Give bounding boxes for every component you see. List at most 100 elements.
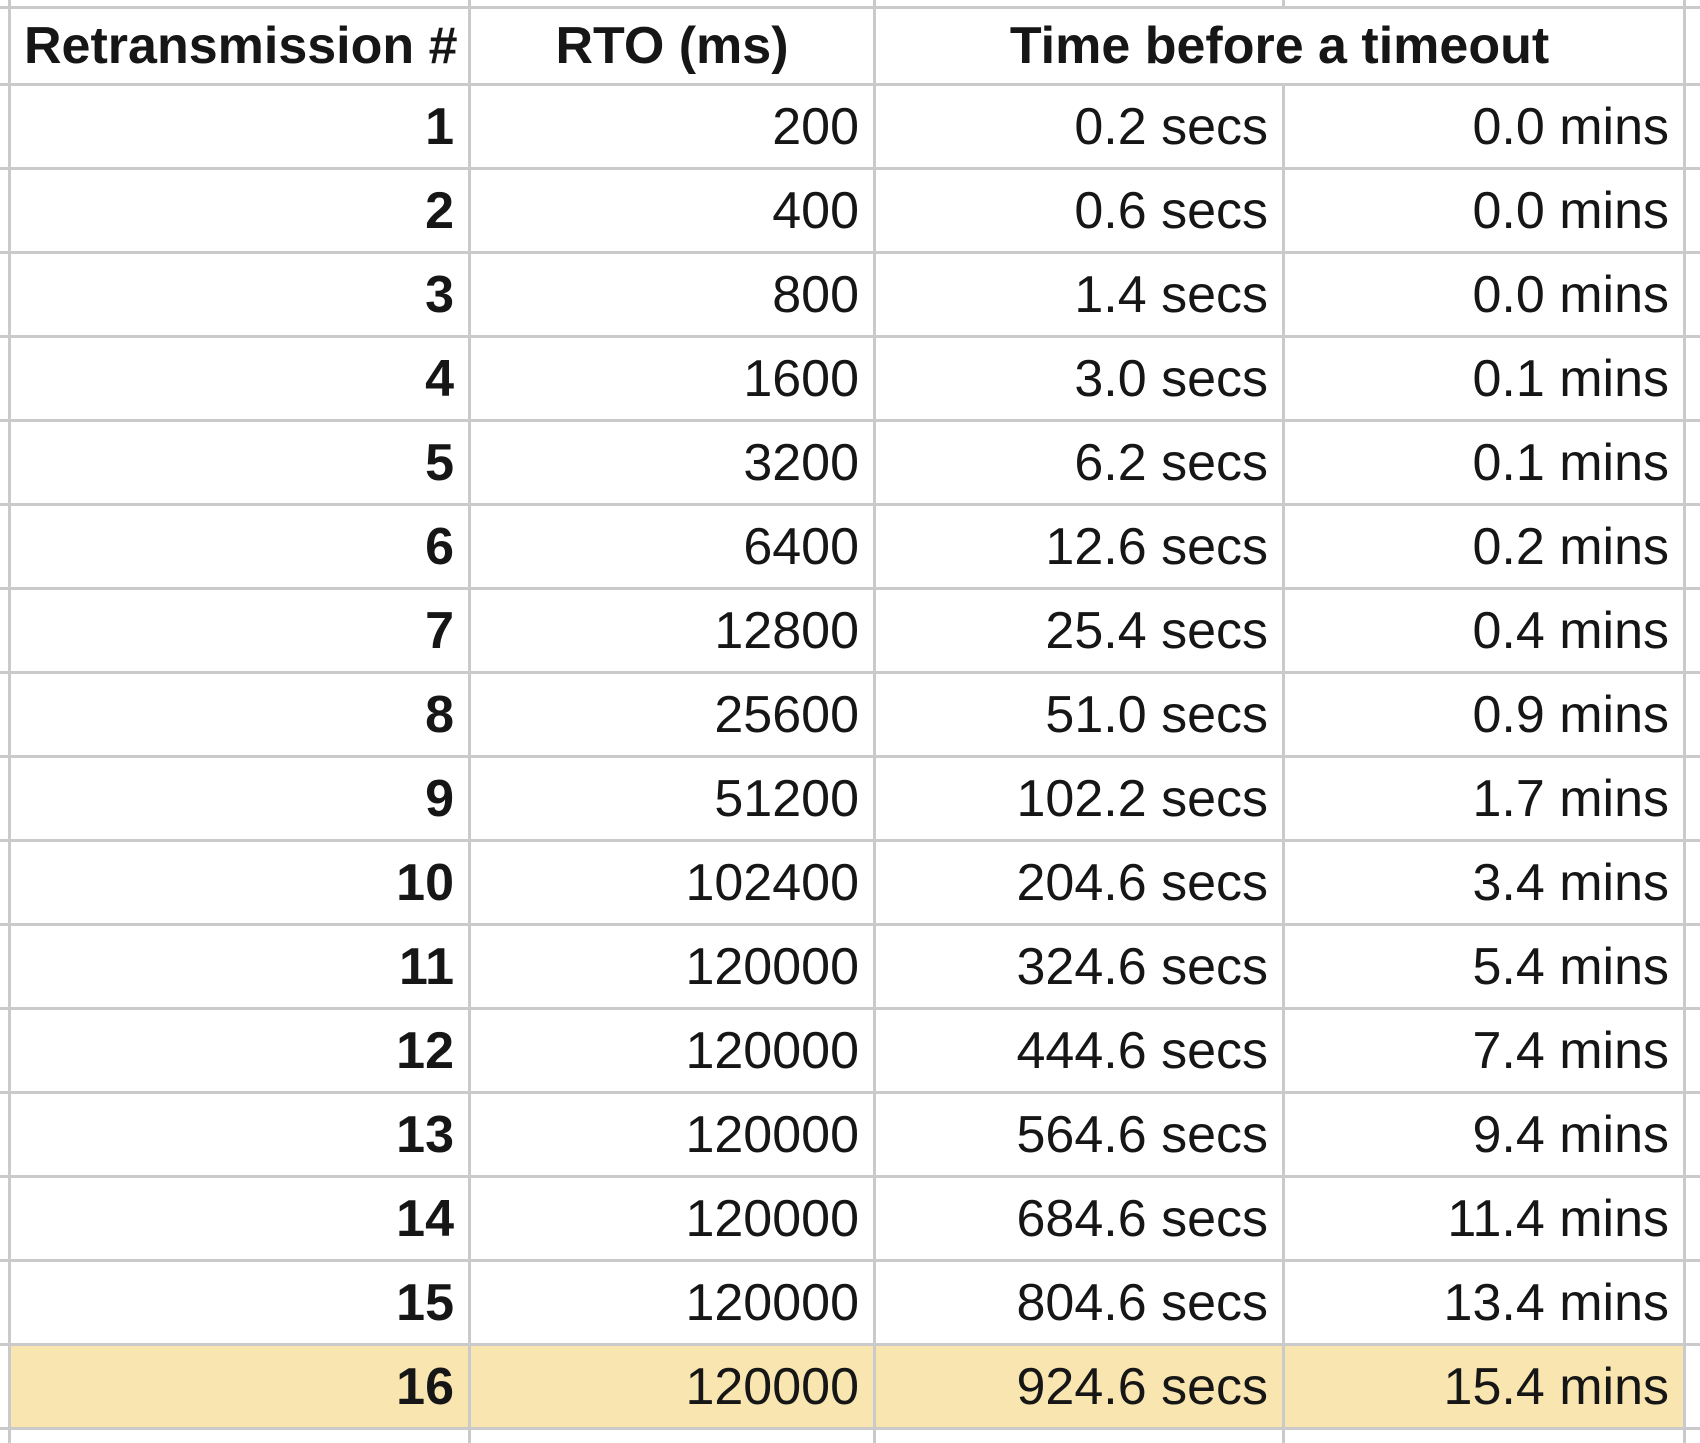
partial-cell [0,9,8,83]
cell-mins[interactable]: 0.9 mins [1285,674,1683,755]
cell-rto[interactable]: 120000 [471,1262,873,1343]
cell-retransmission-num[interactable]: 8 [11,674,468,755]
cell-retransmission-num[interactable]: 5 [11,422,468,503]
cell-mins[interactable]: 0.0 mins [1285,86,1683,167]
cell-mins[interactable]: 15.4 mins [1285,1346,1683,1427]
partial-cell [471,1430,873,1443]
cell-retransmission-num[interactable]: 12 [11,1010,468,1091]
cell-secs[interactable]: 324.6 secs [876,926,1282,1007]
cell-mins[interactable]: 1.7 mins [1285,758,1683,839]
cell-rto[interactable]: 51200 [471,758,873,839]
partial-cell [1686,758,1700,839]
partial-cell [0,86,8,167]
partial-cell [0,338,8,419]
partial-cell [11,1430,468,1443]
partial-cell [1285,0,1683,6]
partial-cell [0,1178,8,1259]
cell-rto[interactable]: 400 [471,170,873,251]
cell-secs[interactable]: 102.2 secs [876,758,1282,839]
cell-retransmission-num[interactable]: 10 [11,842,468,923]
cell-retransmission-num[interactable]: 3 [11,254,468,335]
partial-cell [1686,1178,1700,1259]
cell-retransmission-num[interactable]: 16 [11,1346,468,1427]
cell-secs[interactable]: 564.6 secs [876,1094,1282,1175]
cell-retransmission-num[interactable]: 6 [11,506,468,587]
partial-cell [11,0,468,6]
cell-secs[interactable]: 1.4 secs [876,254,1282,335]
partial-cell [0,506,8,587]
cell-rto[interactable]: 800 [471,254,873,335]
cell-secs[interactable]: 51.0 secs [876,674,1282,755]
header-rto-ms[interactable]: RTO (ms) [471,9,873,83]
cell-retransmission-num[interactable]: 11 [11,926,468,1007]
cell-secs[interactable]: 0.6 secs [876,170,1282,251]
cell-rto[interactable]: 25600 [471,674,873,755]
cell-retransmission-num[interactable]: 13 [11,1094,468,1175]
partial-cell [1686,590,1700,671]
cell-mins[interactable]: 3.4 mins [1285,842,1683,923]
partial-cell [0,1430,8,1443]
partial-cell [1686,506,1700,587]
cell-secs[interactable]: 444.6 secs [876,1010,1282,1091]
cell-rto[interactable]: 120000 [471,926,873,1007]
partial-cell [0,1010,8,1091]
cell-retransmission-num[interactable]: 2 [11,170,468,251]
cell-mins[interactable]: 0.0 mins [1285,254,1683,335]
cell-mins[interactable]: 5.4 mins [1285,926,1683,1007]
partial-cell [1686,170,1700,251]
partial-cell [0,1262,8,1343]
partial-cell [1686,86,1700,167]
partial-cell [1686,1262,1700,1343]
cell-secs[interactable]: 204.6 secs [876,842,1282,923]
cell-secs[interactable]: 3.0 secs [876,338,1282,419]
cell-secs[interactable]: 924.6 secs [876,1346,1282,1427]
cell-retransmission-num[interactable]: 4 [11,338,468,419]
cell-rto[interactable]: 3200 [471,422,873,503]
cell-secs[interactable]: 25.4 secs [876,590,1282,671]
cell-rto[interactable]: 1600 [471,338,873,419]
header-time-before-timeout[interactable]: Time before a timeout [876,9,1683,83]
partial-cell [0,842,8,923]
cell-mins[interactable]: 0.2 mins [1285,506,1683,587]
cell-secs[interactable]: 804.6 secs [876,1262,1282,1343]
partial-cell [0,422,8,503]
cell-retransmission-num[interactable]: 15 [11,1262,468,1343]
cell-mins[interactable]: 0.0 mins [1285,170,1683,251]
partial-cell [1686,422,1700,503]
cell-rto[interactable]: 120000 [471,1178,873,1259]
cell-secs[interactable]: 684.6 secs [876,1178,1282,1259]
cell-mins[interactable]: 9.4 mins [1285,1094,1683,1175]
cell-retransmission-num[interactable]: 9 [11,758,468,839]
cell-rto[interactable]: 120000 [471,1094,873,1175]
partial-cell [1686,338,1700,419]
cell-retransmission-num[interactable]: 14 [11,1178,468,1259]
cell-mins[interactable]: 13.4 mins [1285,1262,1683,1343]
cell-mins[interactable]: 0.1 mins [1285,338,1683,419]
cell-retransmission-num[interactable]: 1 [11,86,468,167]
cell-rto[interactable]: 200 [471,86,873,167]
partial-cell [1686,1010,1700,1091]
cell-rto[interactable]: 6400 [471,506,873,587]
partial-cell [0,254,8,335]
cell-mins[interactable]: 7.4 mins [1285,1010,1683,1091]
cell-secs[interactable]: 6.2 secs [876,422,1282,503]
partial-cell [1686,1346,1700,1427]
partial-cell [0,758,8,839]
partial-cell [1686,254,1700,335]
cell-rto[interactable]: 12800 [471,590,873,671]
cell-mins[interactable]: 0.4 mins [1285,590,1683,671]
cell-mins[interactable]: 0.1 mins [1285,422,1683,503]
cell-mins[interactable]: 11.4 mins [1285,1178,1683,1259]
partial-cell [0,170,8,251]
cell-rto[interactable]: 120000 [471,1010,873,1091]
cell-rto[interactable]: 102400 [471,842,873,923]
partial-cell [1686,842,1700,923]
cell-secs[interactable]: 12.6 secs [876,506,1282,587]
header-retransmission-number[interactable]: Retransmission # [11,9,468,83]
cell-secs[interactable]: 0.2 secs [876,86,1282,167]
partial-cell [1686,926,1700,1007]
cell-retransmission-num[interactable]: 7 [11,590,468,671]
partial-cell [876,0,1282,6]
cell-rto[interactable]: 120000 [471,1346,873,1427]
